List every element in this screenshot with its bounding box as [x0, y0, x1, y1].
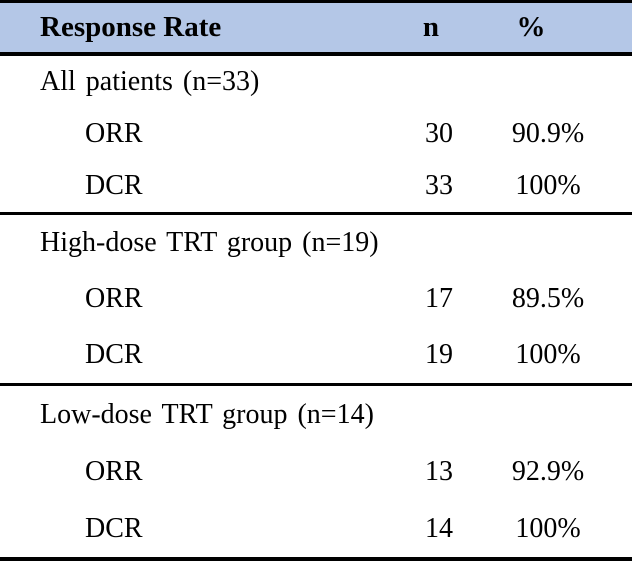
section-low-dose-trt: Low-dose TRT group (n=14) ORR 13 92.9% D…	[0, 386, 632, 561]
row-n-value: 13	[425, 455, 453, 487]
section-title-row: High-dose TRT group (n=19)	[0, 215, 632, 271]
row-pct-value: 90.9%	[511, 118, 585, 149]
row-n-value: 30	[425, 118, 453, 149]
table-row: DCR 14 100%	[0, 500, 632, 557]
row-label: ORR	[85, 455, 143, 487]
row-n-value: 14	[425, 512, 453, 544]
table-row: ORR 17 89.5%	[0, 271, 632, 327]
row-n-value: 19	[425, 339, 453, 370]
row-n-value: 33	[425, 170, 453, 201]
header-percent: %	[516, 11, 546, 43]
row-label: DCR	[85, 339, 143, 370]
section-all-patients: All patients (n=33) ORR 30 90.9% DCR 33 …	[0, 56, 632, 215]
row-label: DCR	[85, 512, 143, 544]
section-title-row: Low-dose TRT group (n=14)	[0, 386, 632, 443]
section-high-dose-trt: High-dose TRT group (n=19) ORR 17 89.5% …	[0, 215, 632, 386]
row-label: ORR	[85, 118, 143, 149]
row-label: DCR	[85, 170, 143, 201]
table-row: ORR 30 90.9%	[0, 108, 632, 160]
row-pct-value: 92.9%	[511, 455, 585, 487]
section-title: Low-dose TRT group (n=14)	[40, 398, 374, 430]
section-title: All patients (n=33)	[40, 66, 260, 97]
table-header-row: Response Rate n %	[0, 0, 632, 56]
table-row: DCR 19 100%	[0, 327, 632, 383]
table-row: DCR 33 100%	[0, 160, 632, 212]
row-pct-value: 100%	[515, 512, 581, 544]
row-n-value: 17	[425, 283, 453, 314]
row-pct-value: 100%	[515, 339, 581, 370]
row-label: ORR	[85, 283, 143, 314]
section-title: High-dose TRT group (n=19)	[40, 227, 379, 258]
section-title-row: All patients (n=33)	[0, 56, 632, 108]
row-pct-value: 100%	[515, 170, 581, 201]
row-pct-value: 89.5%	[511, 283, 585, 314]
header-response-rate: Response Rate	[40, 11, 222, 43]
header-n: n	[422, 11, 440, 43]
table-row: ORR 13 92.9%	[0, 443, 632, 500]
